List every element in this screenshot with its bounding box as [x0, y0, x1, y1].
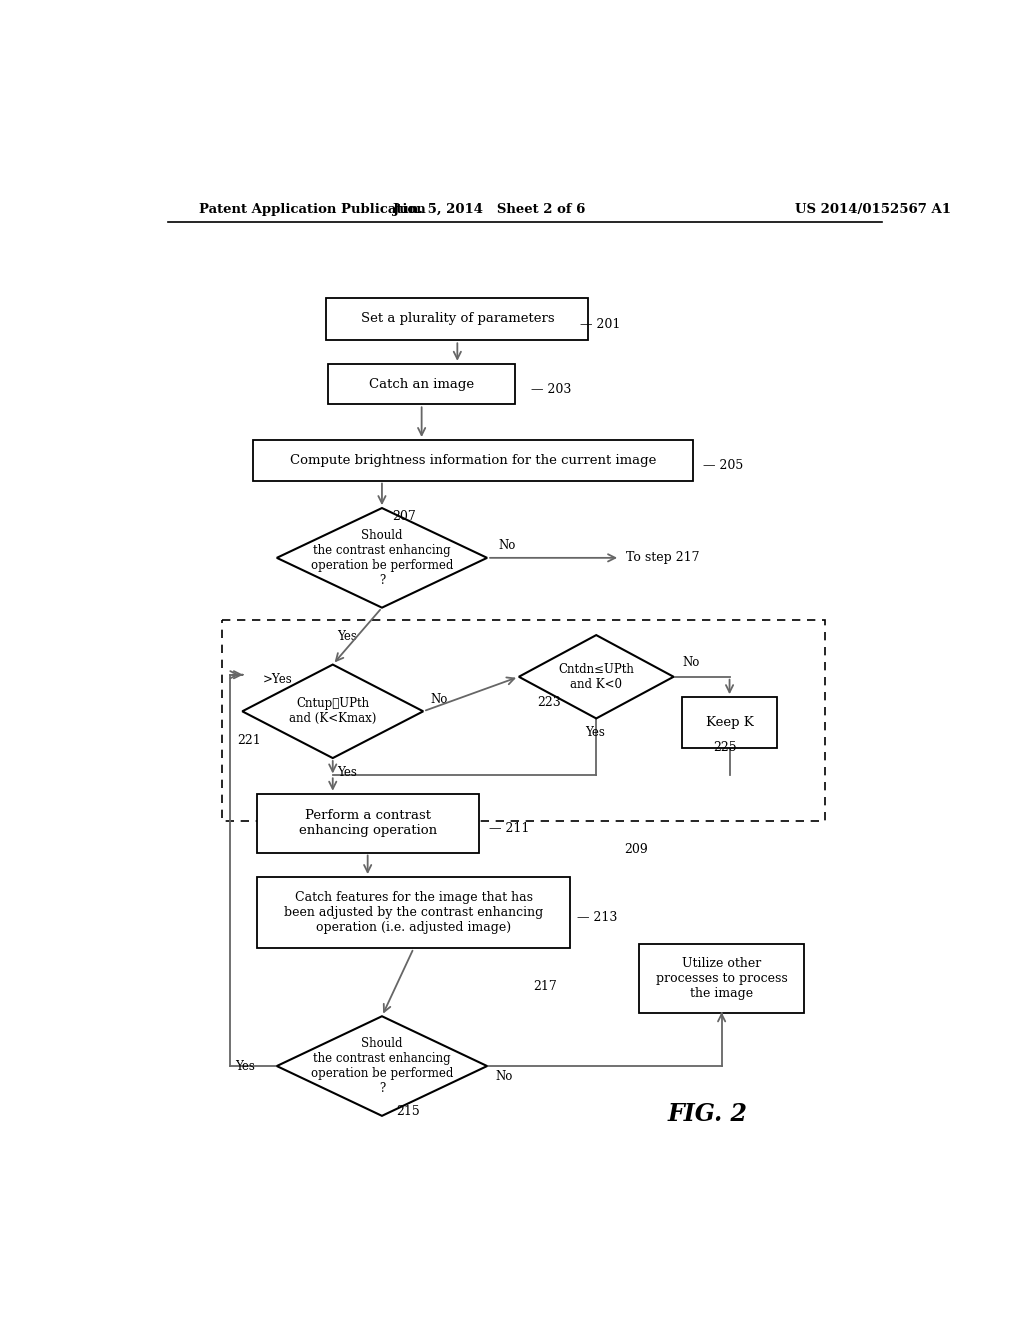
- Text: No: No: [430, 693, 447, 706]
- Bar: [253, 440, 693, 480]
- Text: No: No: [499, 539, 516, 552]
- Text: Patent Application Publication: Patent Application Publication: [200, 203, 426, 215]
- Text: FIG. 2: FIG. 2: [668, 1102, 748, 1126]
- Bar: [257, 876, 570, 948]
- Text: 221: 221: [237, 734, 260, 747]
- Text: No: No: [682, 656, 699, 669]
- Polygon shape: [276, 1016, 487, 1115]
- Text: 225: 225: [714, 742, 737, 755]
- Text: 215: 215: [396, 1105, 420, 1118]
- Text: To step 217: To step 217: [627, 552, 699, 565]
- Text: Utilize other
processes to process
the image: Utilize other processes to process the i…: [655, 957, 787, 1001]
- Bar: [327, 297, 588, 341]
- Bar: [639, 944, 804, 1014]
- Bar: [221, 620, 824, 821]
- Text: >Yes: >Yes: [263, 673, 293, 686]
- Text: 209: 209: [624, 843, 648, 857]
- Text: US 2014/0152567 A1: US 2014/0152567 A1: [795, 203, 950, 215]
- Text: Catch features for the image that has
been adjusted by the contrast enhancing
op: Catch features for the image that has be…: [284, 891, 544, 935]
- Text: No: No: [496, 1069, 513, 1082]
- Polygon shape: [243, 664, 423, 758]
- Text: Yes: Yes: [585, 726, 604, 739]
- Text: — 203: — 203: [531, 383, 571, 396]
- Text: Yes: Yes: [337, 766, 357, 779]
- Polygon shape: [519, 635, 674, 718]
- Text: Yes: Yes: [337, 630, 357, 643]
- Text: Yes: Yes: [236, 1060, 255, 1073]
- Text: Should
the contrast enhancing
operation be performed
?: Should the contrast enhancing operation …: [310, 529, 454, 587]
- Text: Compute brightness information for the current image: Compute brightness information for the c…: [290, 454, 656, 467]
- Bar: [329, 364, 515, 404]
- Text: — 201: — 201: [581, 318, 621, 330]
- Text: 217: 217: [532, 981, 556, 993]
- Bar: [257, 793, 479, 853]
- Polygon shape: [276, 508, 487, 607]
- Bar: [682, 697, 777, 748]
- Text: Keep K: Keep K: [706, 715, 754, 729]
- Text: Cntup≧UPth
and (K<Kmax): Cntup≧UPth and (K<Kmax): [289, 697, 377, 725]
- Text: — 213: — 213: [578, 911, 617, 924]
- Text: Set a plurality of parameters: Set a plurality of parameters: [360, 313, 554, 326]
- Text: Cntdn≤UPth
and K<0: Cntdn≤UPth and K<0: [558, 663, 634, 690]
- Text: Perform a contrast
enhancing operation: Perform a contrast enhancing operation: [299, 809, 436, 837]
- Text: 223: 223: [537, 696, 560, 709]
- Text: — 211: — 211: [489, 822, 529, 834]
- Text: Jun. 5, 2014   Sheet 2 of 6: Jun. 5, 2014 Sheet 2 of 6: [393, 203, 586, 215]
- Text: — 205: — 205: [703, 459, 743, 471]
- Text: Should
the contrast enhancing
operation be performed
?: Should the contrast enhancing operation …: [310, 1038, 454, 1096]
- Text: Catch an image: Catch an image: [369, 378, 474, 391]
- Text: 207: 207: [392, 510, 416, 523]
